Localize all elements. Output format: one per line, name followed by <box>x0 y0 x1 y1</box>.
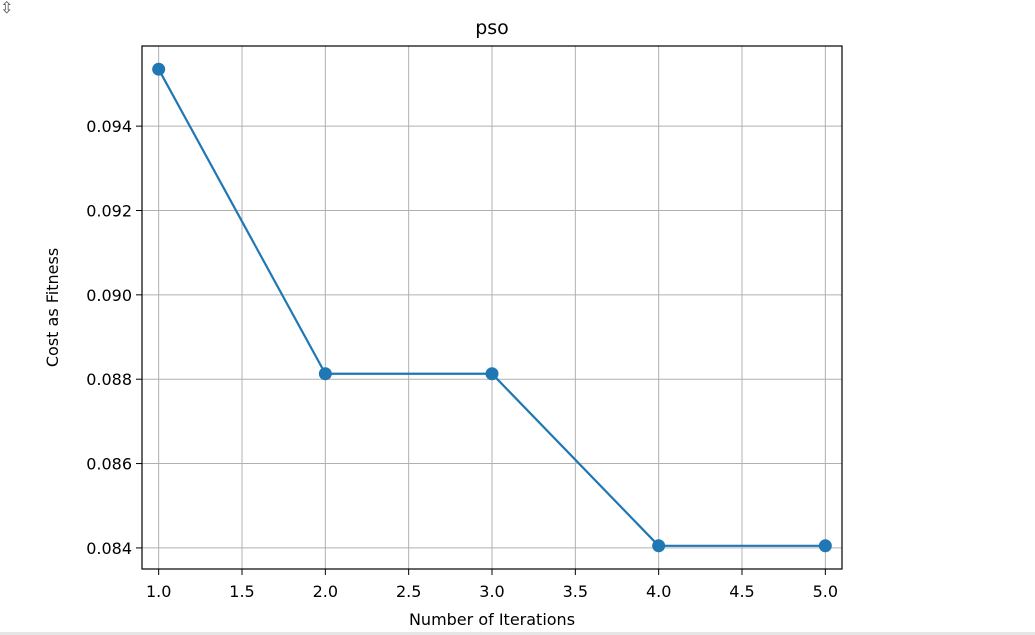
data-point <box>818 539 832 553</box>
bottom-border <box>0 632 1035 635</box>
x-tick-label: 1.5 <box>229 582 254 601</box>
data-point <box>318 367 332 381</box>
grid-layer <box>142 46 842 569</box>
data-point <box>652 539 666 553</box>
x-tick-label: 2.5 <box>396 582 421 601</box>
x-tick-label: 3.0 <box>479 582 504 601</box>
y-tick-label: 0.092 <box>86 201 132 220</box>
series-layer <box>152 62 832 553</box>
y-tick-label: 0.090 <box>86 286 132 305</box>
x-tick-label: 2.0 <box>313 582 338 601</box>
data-point <box>152 62 166 76</box>
x-tick-label: 1.0 <box>146 582 171 601</box>
y-tick-label: 0.088 <box>86 370 132 389</box>
x-tick-label: 4.0 <box>646 582 671 601</box>
axes-frame <box>141 45 843 570</box>
data-point <box>485 367 499 381</box>
x-tick-label: 3.5 <box>563 582 588 601</box>
y-tick-label: 0.094 <box>86 117 132 136</box>
y-tick-label: 0.084 <box>86 539 132 558</box>
tick-layer: 1.0 1.5 2.0 2.5 3.0 3.5 4.0 4.5 5.0 0.084 0.086 0.0… <box>86 117 838 601</box>
expand-icon[interactable]: ⇳ <box>0 0 14 17</box>
x-axis-label: Number of Iterations <box>409 610 575 629</box>
chart-title: pso <box>475 17 509 39</box>
x-tick-label: 4.5 <box>729 582 754 601</box>
y-tick-label: 0.086 <box>86 455 132 474</box>
y-axis-label: Cost as Fitness <box>43 248 62 367</box>
x-tick-label: 5.0 <box>813 582 838 601</box>
